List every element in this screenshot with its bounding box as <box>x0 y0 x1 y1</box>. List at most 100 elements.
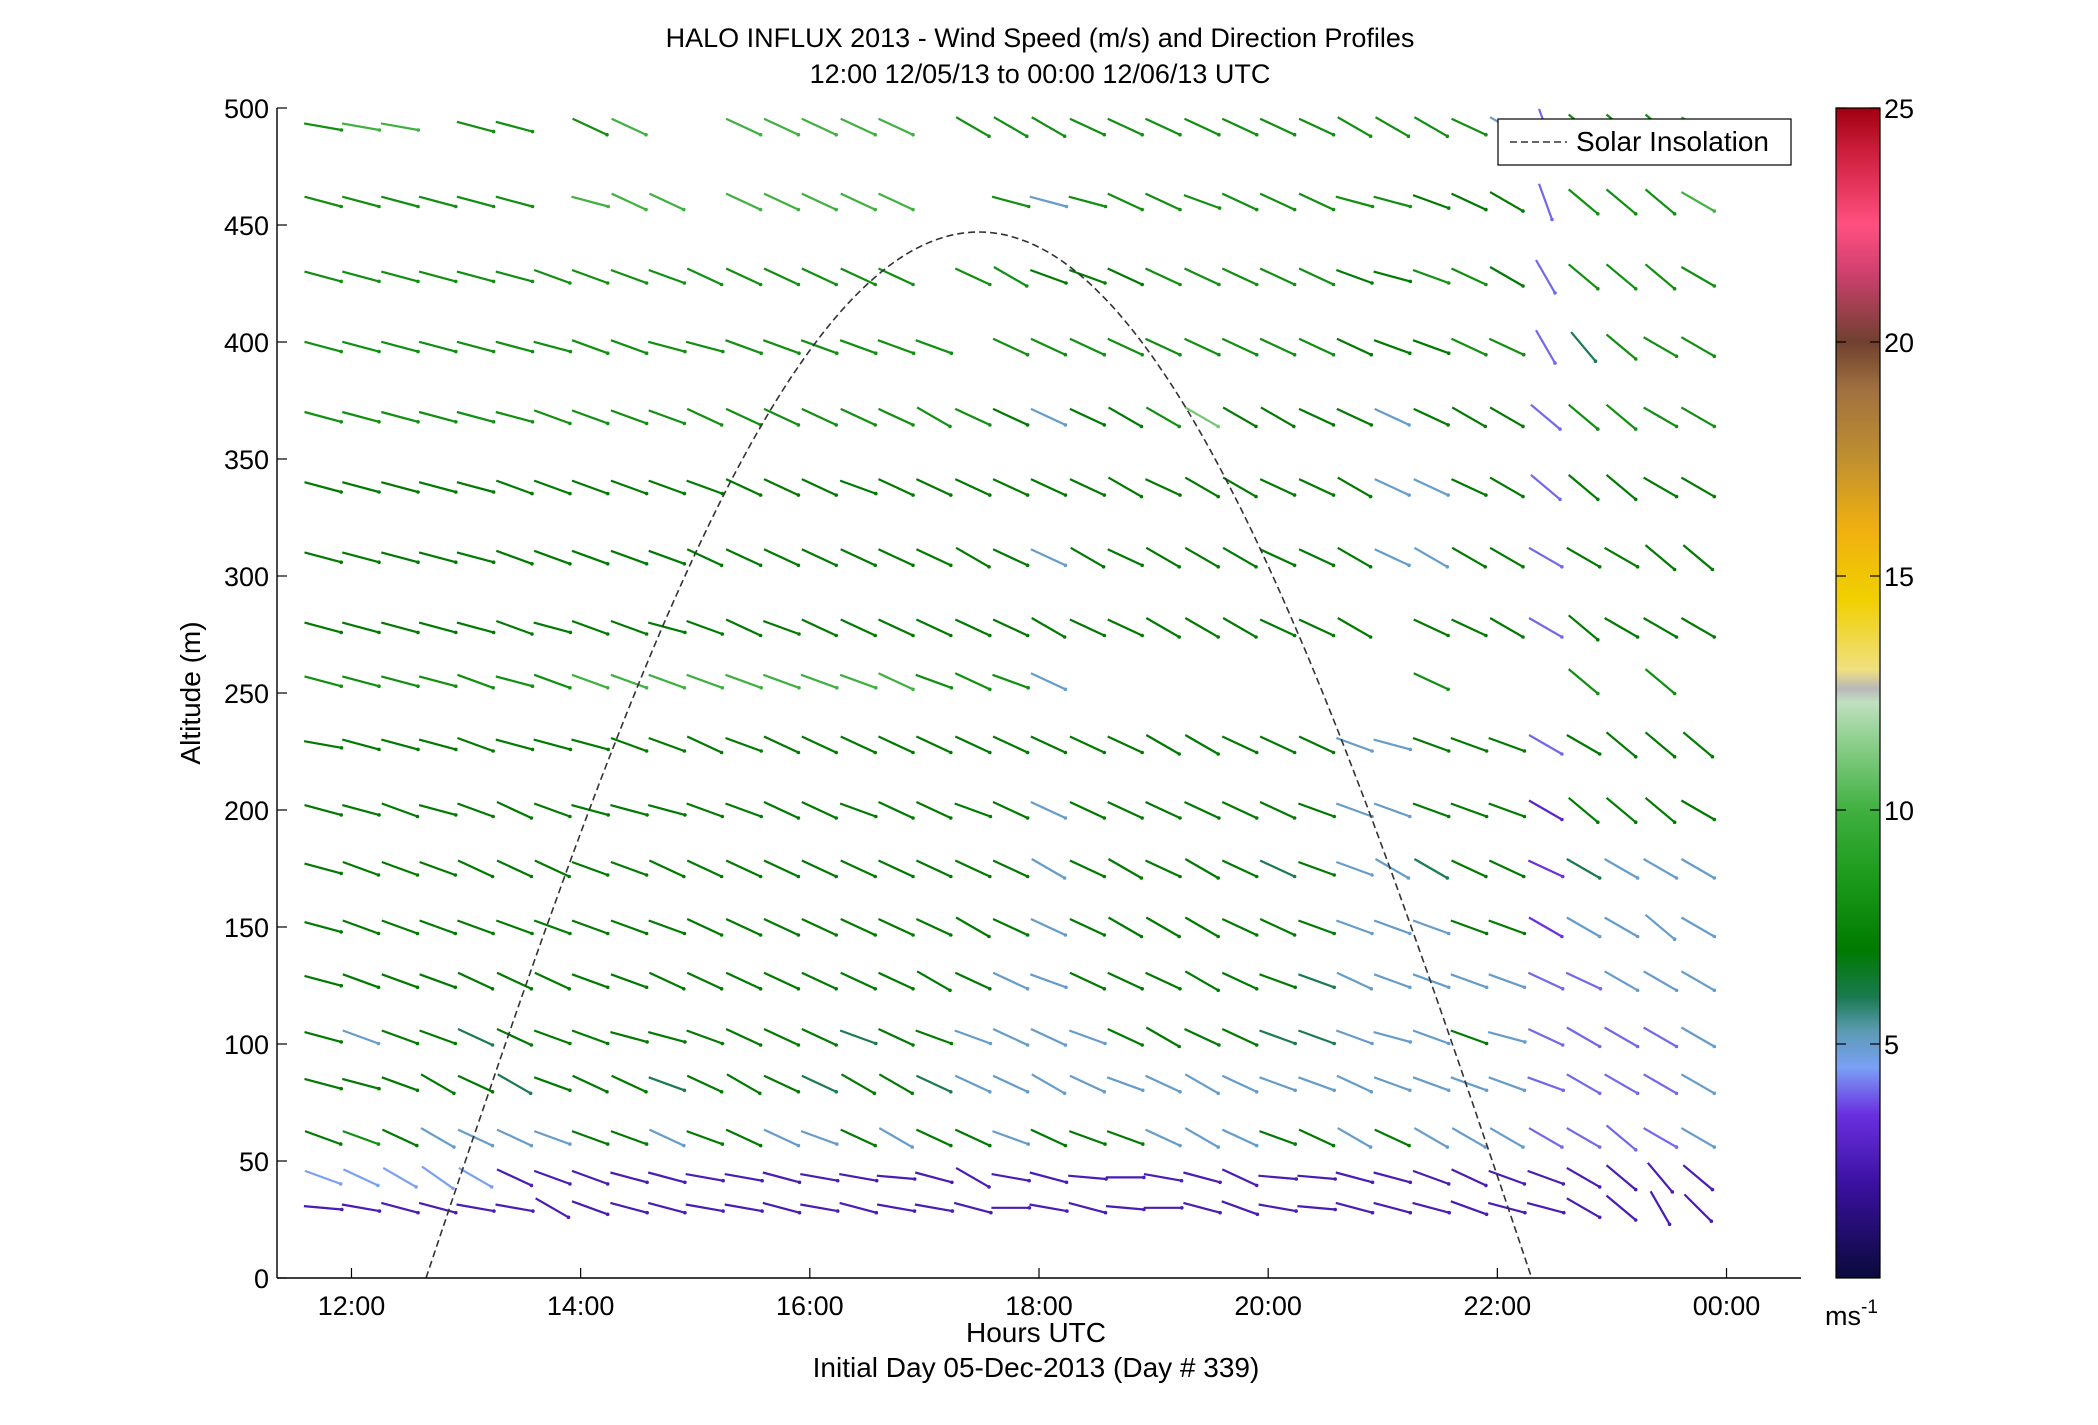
wind-barb <box>1335 268 1373 285</box>
wind-barb-head <box>1139 876 1144 880</box>
wind-barb <box>495 549 533 565</box>
wind-barb-head <box>1102 1090 1107 1094</box>
wind-barb <box>1107 801 1143 819</box>
wind-barb-head <box>415 814 420 819</box>
wind-barb-head <box>1294 1209 1298 1213</box>
wind-barb <box>1069 337 1105 356</box>
wind-barb <box>341 122 380 132</box>
wind-barb-head <box>1025 933 1030 937</box>
wind-barb <box>647 1201 686 1214</box>
wind-barb-head <box>644 562 649 566</box>
wind-barb-head <box>1635 1091 1640 1096</box>
wind-barb-head <box>1368 565 1373 569</box>
wind-barb-head <box>1332 814 1336 819</box>
wind-barb <box>1567 403 1599 430</box>
wind-barb-head <box>377 813 381 817</box>
wind-barb <box>571 549 609 565</box>
wind-barb-head <box>1597 934 1602 939</box>
wind-barb <box>1451 546 1486 568</box>
wind-barb <box>610 479 647 495</box>
wind-barb-head <box>873 633 877 638</box>
wind-barb-head <box>454 1210 458 1215</box>
wind-barb-head <box>1368 134 1373 138</box>
wind-barb-head <box>873 563 877 568</box>
wind-barb-head <box>377 420 381 424</box>
wind-barb <box>496 1168 532 1187</box>
wind-barb <box>1298 337 1334 356</box>
wind-barb-head <box>1710 567 1715 572</box>
wind-barb-head <box>1712 876 1717 880</box>
wind-barb-head <box>1063 750 1068 755</box>
wind-barb-head <box>1635 1044 1640 1049</box>
wind-barb-head <box>1254 1183 1259 1188</box>
wind-barb-head <box>1596 637 1600 642</box>
wind-barb <box>381 481 419 494</box>
y-tick-label: 150 <box>224 913 269 943</box>
wind-barb-head <box>416 560 420 564</box>
wind-barb <box>955 1166 990 1188</box>
wind-barb-head <box>1598 987 1603 991</box>
wind-barb <box>1068 1029 1106 1045</box>
wind-barb-head <box>529 816 534 820</box>
wind-barb <box>1031 858 1066 879</box>
wind-barb-head <box>416 747 420 752</box>
wind-barb-head <box>1178 207 1182 212</box>
wind-barb <box>1107 476 1142 498</box>
wind-barb-head <box>988 633 992 638</box>
wind-barb-head <box>873 1143 877 1148</box>
wind-barb <box>1143 1173 1182 1182</box>
wind-barb <box>571 479 609 495</box>
wind-barb-head <box>1445 1145 1450 1149</box>
wind-barb <box>1489 546 1524 568</box>
wind-barb <box>495 738 533 751</box>
wind-barb-head <box>1063 1043 1068 1047</box>
wind-barb <box>342 195 380 208</box>
wind-barb-head <box>1521 209 1525 213</box>
wind-barb-head <box>1064 985 1068 990</box>
wind-barb <box>1336 1074 1372 1093</box>
wind-barb-head <box>415 985 420 990</box>
wind-barb <box>1604 970 1639 992</box>
wind-barb <box>1680 1026 1715 1048</box>
wind-barb-head <box>339 1040 344 1044</box>
wind-barb <box>1298 860 1335 877</box>
wind-barb <box>1184 1028 1220 1046</box>
wind-barb-head <box>1063 563 1068 568</box>
wind-barb-head <box>949 750 953 755</box>
wind-barb-head <box>1217 1043 1221 1047</box>
wind-barb <box>1605 188 1637 215</box>
wind-barb-head <box>1063 687 1068 692</box>
wind-barb <box>1412 194 1450 210</box>
wind-barb-head <box>988 423 992 427</box>
wind-barb-head <box>416 1210 420 1215</box>
wind-barb <box>1106 1076 1144 1092</box>
wind-barb-head <box>454 813 458 817</box>
wind-barb <box>1221 918 1258 936</box>
wind-barb-head <box>1333 1177 1337 1181</box>
wind-barb-head <box>1177 635 1181 639</box>
wind-barb-head <box>873 987 877 991</box>
wind-barb-head <box>1140 633 1144 638</box>
wind-barb-head <box>987 1185 991 1189</box>
wind-barb <box>1528 799 1563 821</box>
wind-barb <box>648 859 685 878</box>
wind-barb-head <box>1103 281 1107 285</box>
wind-barb <box>878 618 914 637</box>
wind-barb <box>1680 1073 1715 1095</box>
wind-barb-head <box>605 632 610 636</box>
wind-barb-head <box>568 1041 572 1046</box>
wind-barb <box>342 621 380 634</box>
wind-barb <box>495 270 533 283</box>
wind-barb-head <box>873 207 877 212</box>
wind-barb <box>725 802 762 818</box>
wind-barb <box>1489 617 1524 638</box>
wind-barb <box>418 621 457 634</box>
wind-barb <box>1029 1171 1067 1184</box>
wind-barb <box>1374 1128 1410 1147</box>
wind-barb <box>800 1203 838 1213</box>
wind-barb-head <box>529 1183 534 1188</box>
wind-barb <box>1451 117 1487 136</box>
wind-barb <box>954 618 991 637</box>
wind-barb <box>840 618 876 637</box>
wind-barb <box>381 1029 418 1045</box>
